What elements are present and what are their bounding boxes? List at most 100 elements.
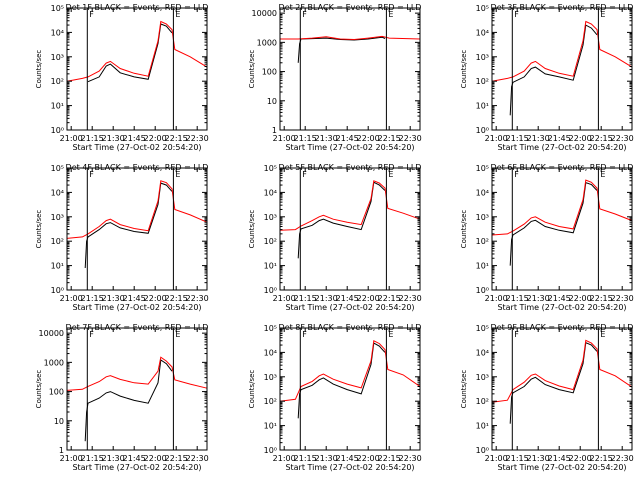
x-tick-label: 22:15 <box>590 294 613 303</box>
x-tick-label: 22:30 <box>399 134 422 143</box>
plot-frame <box>66 167 208 291</box>
y-axis-label: Counts/sec <box>35 50 43 89</box>
x-tick-label: 21:30 <box>315 134 338 143</box>
marker-label-f: F <box>302 330 307 339</box>
x-tick-label: 21:30 <box>102 134 125 143</box>
x-tick-label: 21:15 <box>506 454 529 463</box>
y-tick-label: 100 <box>49 388 64 397</box>
x-tick-label: 21:15 <box>81 454 104 463</box>
x-tick-label: 21:30 <box>102 294 125 303</box>
x-axis-label: Start Time (27-Oct-02 20:54:20) <box>285 143 414 152</box>
x-tick-label: 22:30 <box>611 294 634 303</box>
y-axis-label: Counts/sec <box>35 210 43 249</box>
marker-label-e: E <box>600 10 605 19</box>
events-series-line <box>509 24 598 116</box>
lld-series-line <box>279 180 421 231</box>
y-axis-label: Counts/sec <box>460 370 468 409</box>
x-tick-label: 21:45 <box>548 294 571 303</box>
y-axis-label: Counts/sec <box>248 370 256 409</box>
marker-label-f: F <box>302 10 307 19</box>
y-tick-label: 10³ <box>51 53 64 62</box>
x-tick-label: 21:15 <box>81 294 104 303</box>
y-tick-label: 10¹ <box>51 102 64 111</box>
lld-series-line <box>491 20 633 82</box>
marker-label-e: E <box>388 170 393 179</box>
y-axis-label: Counts/sec <box>248 50 256 89</box>
y-tick-label: 10⁵ <box>264 324 277 333</box>
marker-label-f: F <box>302 170 307 179</box>
y-tick-label: 10⁵ <box>476 324 489 333</box>
x-tick-label: 22:15 <box>165 294 188 303</box>
x-tick-label: 21:00 <box>485 294 508 303</box>
y-axis-label: Counts/sec <box>460 50 468 89</box>
y-tick-label: 10⁴ <box>264 348 277 357</box>
x-axis-label: Start Time (27-Oct-02 20:54:20) <box>72 143 201 152</box>
x-axis-label: Start Time (27-Oct-02 20:54:20) <box>497 303 626 312</box>
y-tick-label: 1000 <box>257 38 277 47</box>
y-tick-label: 10⁴ <box>51 188 64 197</box>
marker-label-e: E <box>175 170 180 179</box>
marker-label-f: F <box>514 170 519 179</box>
x-tick-label: 21:30 <box>527 134 550 143</box>
y-tick-label: 10¹ <box>51 262 64 271</box>
lld-series-line <box>66 20 208 82</box>
plot-frame <box>66 7 208 131</box>
y-tick-label: 10² <box>476 237 489 246</box>
y-tick-label: 10³ <box>476 213 489 222</box>
x-tick-label: 21:00 <box>273 294 296 303</box>
marker-label-f: F <box>514 330 519 339</box>
marker-label-f: F <box>89 170 94 179</box>
marker-label-f: F <box>89 330 94 339</box>
marker-label-e: E <box>600 330 605 339</box>
y-tick-label: 10⁰ <box>51 286 64 295</box>
x-axis-label: Start Time (27-Oct-02 20:54:20) <box>497 143 626 152</box>
y-tick-label: 10¹ <box>264 422 277 431</box>
y-tick-label: 10⁴ <box>476 188 489 197</box>
y-tick-label: 10³ <box>476 53 489 62</box>
x-tick-label: 22:15 <box>378 294 401 303</box>
marker-label-e: E <box>388 330 393 339</box>
x-axis-label: Start Time (27-Oct-02 20:54:20) <box>72 463 201 472</box>
y-tick-label: 10⁰ <box>264 286 277 295</box>
y-tick-label: 10⁴ <box>476 28 489 37</box>
x-tick-label: 21:15 <box>294 134 317 143</box>
x-tick-label: 21:30 <box>527 294 550 303</box>
x-tick-label: 21:45 <box>548 454 571 463</box>
events-series-line <box>87 23 173 83</box>
marker-label-e: E <box>600 170 605 179</box>
x-tick-label: 21:45 <box>336 454 359 463</box>
x-tick-label: 21:45 <box>123 294 146 303</box>
lld-series-line <box>66 356 208 391</box>
plot-frame <box>279 7 421 131</box>
x-tick-label: 22:15 <box>165 134 188 143</box>
x-tick-label: 21:45 <box>548 134 571 143</box>
y-tick-label: 10000 <box>252 9 277 18</box>
x-tick-label: 21:15 <box>294 294 317 303</box>
y-tick-label: 10⁰ <box>476 446 489 455</box>
x-tick-label: 21:00 <box>273 134 296 143</box>
plot-frame <box>66 327 208 451</box>
lld-series-line <box>66 180 208 239</box>
x-tick-label: 21:15 <box>294 454 317 463</box>
x-tick-label: 21:15 <box>506 134 529 143</box>
x-tick-label: 22:15 <box>165 454 188 463</box>
x-axis-label: Start Time (27-Oct-02 20:54:20) <box>72 303 201 312</box>
x-tick-label: 21:00 <box>60 454 83 463</box>
x-tick-label: 21:30 <box>527 454 550 463</box>
plot-frame <box>491 167 633 291</box>
y-tick-label: 10² <box>51 77 64 86</box>
x-tick-label: 22:00 <box>144 454 167 463</box>
plot-frame <box>491 327 633 451</box>
y-tick-label: 10¹ <box>264 262 277 271</box>
x-tick-label: 21:00 <box>60 294 83 303</box>
x-axis-label: Start Time (27-Oct-02 20:54:20) <box>285 303 414 312</box>
x-tick-label: 22:00 <box>569 454 592 463</box>
y-tick-label: 10⁰ <box>264 446 277 455</box>
x-tick-label: 22:15 <box>378 454 401 463</box>
x-tick-label: 21:45 <box>123 454 146 463</box>
